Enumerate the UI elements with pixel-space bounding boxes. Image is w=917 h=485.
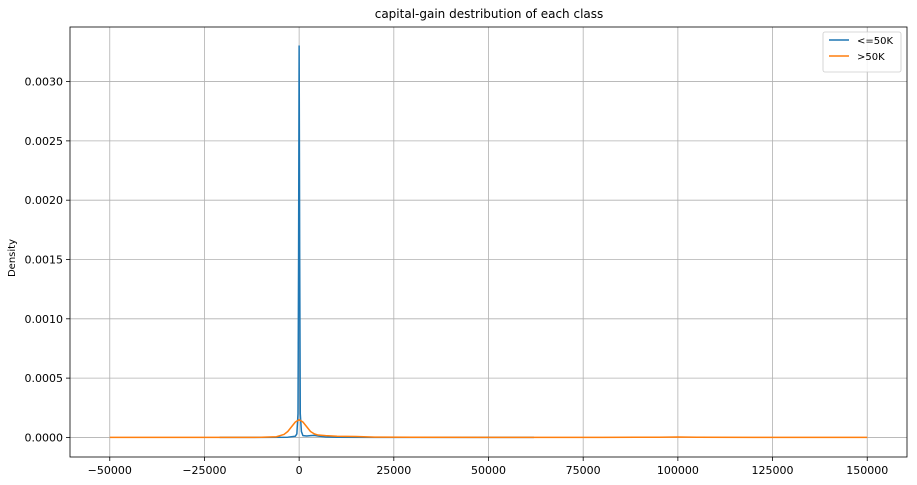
y-tick-label: 0.0020: [25, 194, 64, 207]
y-tick-label: 0.0005: [25, 372, 64, 385]
y-axis-label: Density: [7, 239, 18, 277]
x-tick-label: 150000: [846, 464, 888, 477]
y-tick-label: 0.0015: [25, 253, 64, 266]
y-tick-label: 0.0025: [25, 135, 64, 148]
series-line: [109, 418, 868, 439]
series-lines: [109, 45, 868, 439]
series-line: [219, 45, 534, 439]
chart-title: capital-gain destribution of each class: [375, 7, 604, 21]
x-tick-label: 25000: [376, 464, 411, 477]
x-tick-label: 50000: [471, 464, 506, 477]
x-tick-label: 75000: [566, 464, 601, 477]
y-tick-label: 0.0010: [25, 313, 64, 326]
x-tick-label: 100000: [657, 464, 699, 477]
x-tick-label: 0: [296, 464, 303, 477]
legend-label: <=50K: [857, 36, 893, 47]
grid: [70, 27, 907, 457]
legend-label: >50K: [857, 52, 885, 63]
y-tick-label: 0.0030: [25, 76, 64, 89]
axis-ticks: −50000 −25000 0 25000 50000 75000 100000 125000…: [25, 76, 889, 477]
y-tick-label: 0.0000: [25, 431, 64, 444]
x-tick-label: −25000: [182, 464, 226, 477]
x-tick-label: −50000: [88, 464, 132, 477]
x-tick-label: 125000: [752, 464, 794, 477]
legend: <=50K >50K: [822, 31, 902, 73]
legend-box: [822, 31, 902, 73]
